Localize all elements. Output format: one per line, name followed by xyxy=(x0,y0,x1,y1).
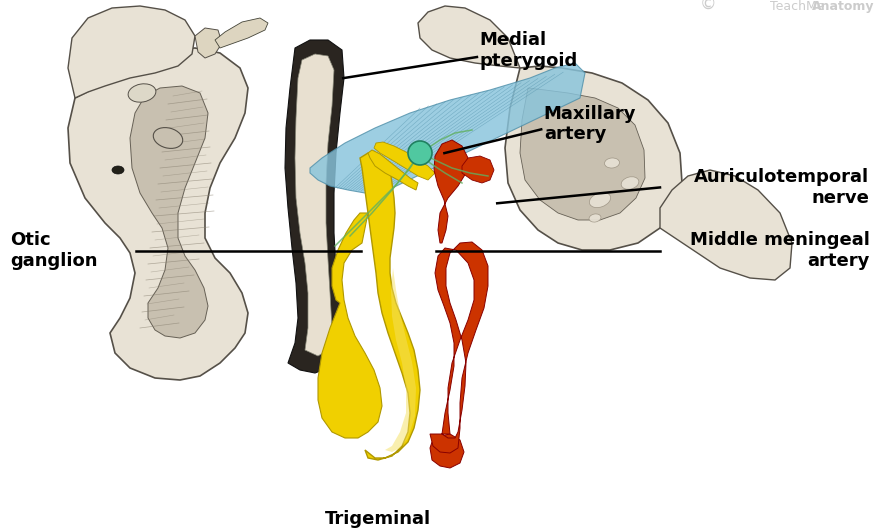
Polygon shape xyxy=(374,142,435,180)
Ellipse shape xyxy=(605,158,620,168)
Polygon shape xyxy=(68,48,248,380)
Polygon shape xyxy=(520,88,645,220)
Text: TeachMe: TeachMe xyxy=(770,0,825,13)
Polygon shape xyxy=(310,63,585,193)
Polygon shape xyxy=(430,242,488,453)
Ellipse shape xyxy=(590,192,611,208)
Text: Auriculotemporal
nerve: Auriculotemporal nerve xyxy=(694,168,869,207)
Polygon shape xyxy=(418,6,520,68)
Polygon shape xyxy=(434,140,468,243)
Text: Trigeminal
nerve: Trigeminal nerve xyxy=(326,510,431,528)
Polygon shape xyxy=(462,156,494,183)
Ellipse shape xyxy=(589,214,601,222)
Text: Anatomy: Anatomy xyxy=(812,0,875,13)
Polygon shape xyxy=(215,18,268,48)
Ellipse shape xyxy=(112,166,124,174)
Polygon shape xyxy=(68,6,195,98)
Polygon shape xyxy=(385,268,416,452)
Circle shape xyxy=(408,141,432,165)
Polygon shape xyxy=(505,66,682,250)
Ellipse shape xyxy=(128,84,156,102)
Polygon shape xyxy=(430,434,464,468)
Polygon shape xyxy=(130,86,208,338)
Text: Otic
ganglion: Otic ganglion xyxy=(11,231,98,270)
Text: Medial
pterygoid: Medial pterygoid xyxy=(480,31,578,70)
Polygon shape xyxy=(368,150,418,190)
Text: Maxillary
artery: Maxillary artery xyxy=(544,105,636,144)
Text: Middle meningeal
artery: Middle meningeal artery xyxy=(690,231,869,270)
Ellipse shape xyxy=(621,177,639,189)
Ellipse shape xyxy=(153,128,183,148)
Text: ©: © xyxy=(700,0,716,13)
Polygon shape xyxy=(295,54,334,356)
Polygon shape xyxy=(660,170,792,280)
Polygon shape xyxy=(318,213,382,438)
Polygon shape xyxy=(360,153,420,460)
Polygon shape xyxy=(285,40,344,373)
Polygon shape xyxy=(195,28,222,58)
